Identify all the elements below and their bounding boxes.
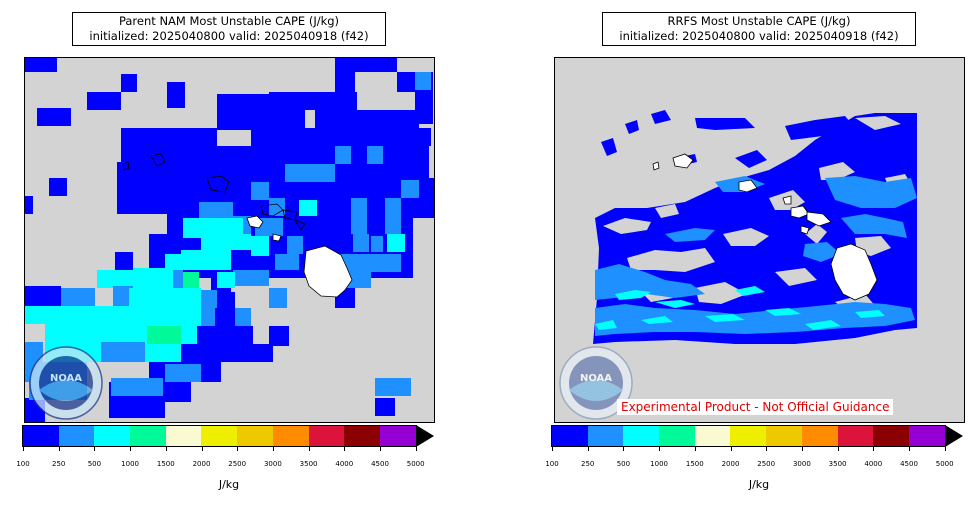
colorbar-tick-label: 1000	[650, 460, 669, 468]
logo-text: NOAA	[50, 373, 82, 384]
colorbar-tickmark	[623, 447, 625, 451]
noaa-logo-icon: NOAA	[29, 346, 103, 420]
colorbar-cell	[908, 426, 945, 446]
colorbar-tick-label: 500	[616, 460, 631, 468]
colorbar-tick-label: 3500	[299, 460, 318, 468]
colorbar-cell	[623, 426, 660, 446]
colorbar-cells	[22, 425, 417, 447]
colorbar-cell	[201, 426, 238, 446]
colorbar-tick-label: 1000	[121, 460, 140, 468]
colorbar-tickmark	[344, 447, 346, 451]
colorbar-tickmark	[272, 447, 274, 451]
colorbar-tickmark	[415, 447, 417, 451]
nam-title-line1: Parent NAM Most Unstable CAPE (J/kg)	[118, 14, 340, 28]
colorbar-cells	[551, 425, 946, 447]
colorbar-tick-label: 3500	[828, 460, 847, 468]
colorbar-tick-label: 4000	[864, 460, 883, 468]
colorbar-tickmark	[730, 447, 732, 451]
colorbar-tick-label: 250	[581, 460, 595, 468]
colorbar-tick-label: 100	[545, 460, 559, 468]
colorbar-tickmark	[23, 447, 24, 451]
nam-colorbar	[22, 425, 440, 447]
colorbar-extend-arrow	[945, 425, 963, 447]
rrfs-title-line2: initialized: 2025040800 valid: 202504091…	[619, 29, 899, 43]
colorbar-tickmark	[308, 447, 310, 451]
colorbar-tick-label: 4000	[335, 460, 354, 468]
colorbar-tickmark	[130, 447, 132, 451]
colorbar-tick-label: 3000	[263, 460, 282, 468]
colorbar-tickmark	[165, 447, 167, 451]
colorbar-tick-label: 4500	[371, 460, 389, 468]
colorbar-cell	[659, 426, 695, 446]
colorbar-tick-label: 2000	[192, 460, 211, 468]
colorbar-cell	[873, 426, 909, 446]
colorbar-tickmark	[659, 447, 661, 451]
rrfs-colorbar	[551, 425, 969, 447]
nam-map: NOAA	[24, 57, 435, 423]
colorbar-cell	[165, 426, 202, 446]
colorbar-cell	[730, 426, 767, 446]
colorbar-cell	[587, 426, 624, 446]
colorbar-tick-label: 1500	[156, 460, 175, 468]
colorbar-cell	[23, 426, 59, 446]
colorbar-cell	[237, 426, 273, 446]
colorbar-tick-label: 5000	[406, 460, 425, 468]
nam-panel: Parent NAM Most Unstable CAPE (J/kg) ini…	[0, 0, 470, 506]
colorbar-cell	[552, 426, 588, 446]
colorbar-cell	[94, 426, 131, 446]
disclaimer-label: Experimental Product - Not Official Guid…	[617, 399, 894, 415]
colorbar-cell	[694, 426, 731, 446]
colorbar-tickmark	[944, 447, 946, 451]
colorbar-cell	[272, 426, 309, 446]
colorbar-tick-label: 1500	[685, 460, 704, 468]
logo-text: NOAA	[580, 373, 612, 384]
rrfs-title: RRFS Most Unstable CAPE (J/kg) initializ…	[602, 12, 916, 46]
rrfs-title-line1: RRFS Most Unstable CAPE (J/kg)	[667, 14, 851, 28]
nam-unit-label: J/kg	[218, 478, 240, 491]
colorbar-cell	[308, 426, 345, 446]
rrfs-cape-field	[593, 110, 917, 344]
colorbar-tickmark	[873, 447, 875, 451]
colorbar-tickmark	[94, 447, 96, 451]
colorbar-tick-label: 100	[16, 460, 30, 468]
colorbar-tickmark	[587, 447, 589, 451]
colorbar-tick-label: 500	[87, 460, 102, 468]
colorbar-tick-label: 4500	[900, 460, 918, 468]
noaa-logo-icon: NOAA	[559, 346, 633, 420]
colorbar-tickmark	[694, 447, 696, 451]
nam-title-line2: initialized: 2025040800 valid: 202504091…	[89, 29, 369, 43]
colorbar-tickmark	[766, 447, 768, 451]
nam-title: Parent NAM Most Unstable CAPE (J/kg) ini…	[72, 12, 386, 46]
colorbar-tickmark	[380, 447, 381, 451]
colorbar-cell	[344, 426, 380, 446]
colorbar-cell	[58, 426, 95, 446]
colorbar-tick-label: 250	[52, 460, 66, 468]
rrfs-panel: RRFS Most Unstable CAPE (J/kg) initializ…	[510, 0, 980, 506]
colorbar-tickmark	[552, 447, 553, 451]
colorbar-tick-label: 2500	[228, 460, 247, 468]
colorbar-tickmark	[837, 447, 839, 451]
colorbar-tick-label: 2000	[721, 460, 740, 468]
colorbar-cell	[837, 426, 874, 446]
colorbar-tick-label: 2500	[757, 460, 776, 468]
colorbar-tick-label: 3000	[792, 460, 811, 468]
colorbar-cell	[766, 426, 802, 446]
colorbar-cell	[379, 426, 416, 446]
colorbar-cell	[801, 426, 838, 446]
colorbar-tickmark	[909, 447, 910, 451]
colorbar-tickmark	[237, 447, 239, 451]
rrfs-unit-label: J/kg	[748, 478, 770, 491]
colorbar-tickmark	[201, 447, 203, 451]
colorbar-tick-label: 5000	[935, 460, 954, 468]
colorbar-cell	[130, 426, 166, 446]
colorbar-tickmark	[801, 447, 803, 451]
colorbar-tickmark	[58, 447, 60, 451]
rrfs-map: NOAA Experimental Product - Not Official…	[554, 57, 965, 423]
colorbar-extend-arrow	[416, 425, 434, 447]
